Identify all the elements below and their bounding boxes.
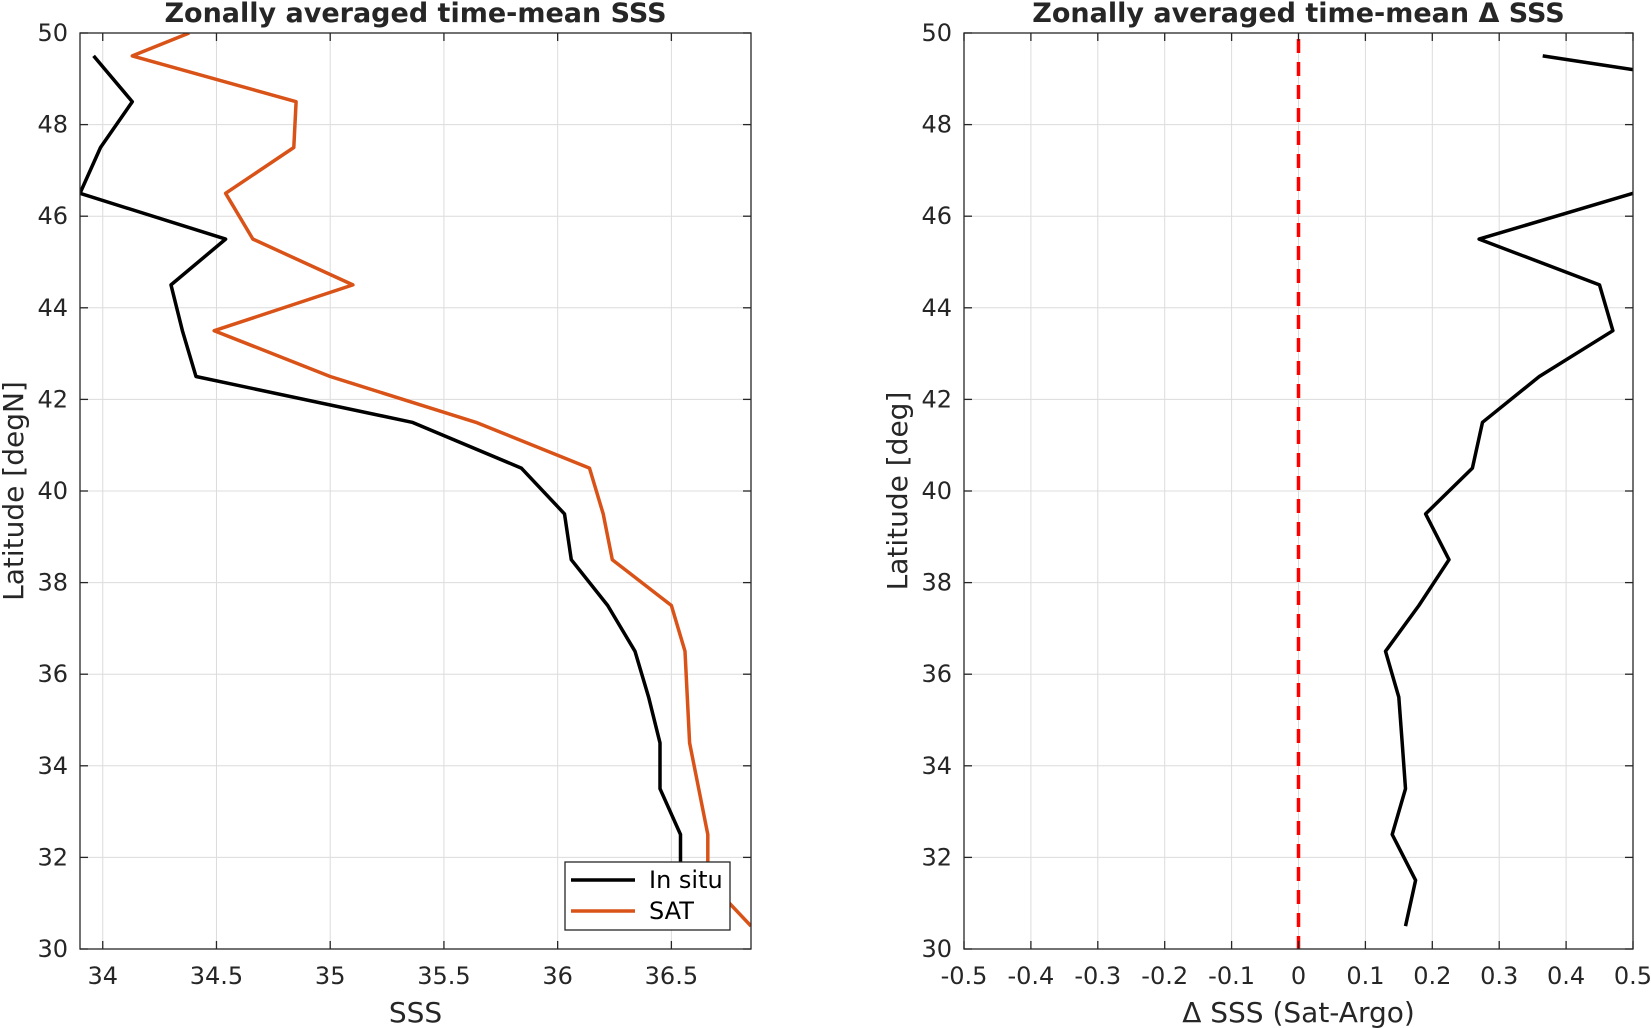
x-tick-label: 0 xyxy=(1291,962,1306,990)
y-tick-label: 32 xyxy=(921,843,952,871)
y-tick-label: 32 xyxy=(37,843,68,871)
x-tick-label: 34 xyxy=(87,962,118,990)
y-tick-label: 38 xyxy=(921,569,952,597)
x-tick-label: 34.5 xyxy=(190,962,243,990)
x-tick-label: 0.3 xyxy=(1480,962,1518,990)
chart-title: Zonally averaged time-mean SSS xyxy=(164,0,666,29)
y-tick-label: 36 xyxy=(921,660,952,688)
legend-entry: In situ xyxy=(649,866,723,894)
x-tick-label: 0.5 xyxy=(1614,962,1651,990)
sss-panel: 34 34.5 35 35.5 36 36.5 30 32 34 36 38 40 42 44 46 48 50… xyxy=(0,0,752,1028)
y-tick-label: 34 xyxy=(921,752,952,780)
x-tick-label: 0.4 xyxy=(1547,962,1585,990)
x-tick-label: 35 xyxy=(315,962,346,990)
legend-entry: SAT xyxy=(649,897,694,925)
y-tick-label: 40 xyxy=(37,477,68,505)
delta-sss-panel: -0.5 -0.4 -0.3 -0.2 -0.1 0 0.1 0.2 0.3 0.4 0.5 30 32… xyxy=(881,0,1651,1028)
y-tick-label: 42 xyxy=(37,385,68,413)
series-line-0 xyxy=(1542,54,1633,72)
y-tick-label: 48 xyxy=(37,111,68,139)
y-tick-label: 46 xyxy=(37,202,68,230)
x-tick-label: -0.4 xyxy=(1007,962,1054,990)
x-tick-label: -0.1 xyxy=(1208,962,1255,990)
y-tick-label: 42 xyxy=(921,385,952,413)
series-line-in-situ xyxy=(80,54,683,927)
y-tick-label: 30 xyxy=(921,935,952,963)
y-tick-label: 40 xyxy=(921,477,952,505)
x-axis-label: SSS xyxy=(389,996,442,1028)
y-tick-label: 30 xyxy=(37,935,68,963)
y-axis-label: Latitude [degN] xyxy=(0,381,30,601)
x-tick-label: -0.3 xyxy=(1074,962,1121,990)
y-tick-label: 34 xyxy=(37,752,68,780)
y-tick-label: 38 xyxy=(37,569,68,597)
x-tick-label: 0.2 xyxy=(1413,962,1451,990)
x-tick-label: 36.5 xyxy=(645,962,698,990)
y-tick-label: 48 xyxy=(921,111,952,139)
y-tick-label: 44 xyxy=(37,294,68,322)
series-line-0 xyxy=(1383,191,1633,927)
y-tick-label: 50 xyxy=(37,19,68,47)
y-tick-label: 44 xyxy=(921,294,952,322)
x-tick-label: -0.2 xyxy=(1141,962,1188,990)
y-axis-label: Latitude [deg] xyxy=(881,392,914,591)
x-tick-label: 36 xyxy=(542,962,573,990)
x-tick-label: 35.5 xyxy=(417,962,470,990)
x-tick-label: -0.5 xyxy=(941,962,988,990)
y-tick-label: 50 xyxy=(921,19,952,47)
x-axis-label: Δ SSS (Sat-Argo) xyxy=(1182,996,1415,1028)
legend: In situ SAT xyxy=(564,861,731,931)
legend-box xyxy=(564,861,731,931)
chart-title: Zonally averaged time-mean Δ SSS xyxy=(1032,0,1564,29)
y-tick-label: 46 xyxy=(921,202,952,230)
x-tick-label: 0.1 xyxy=(1346,962,1384,990)
y-tick-label: 36 xyxy=(37,660,68,688)
series-line-sat xyxy=(130,33,751,928)
